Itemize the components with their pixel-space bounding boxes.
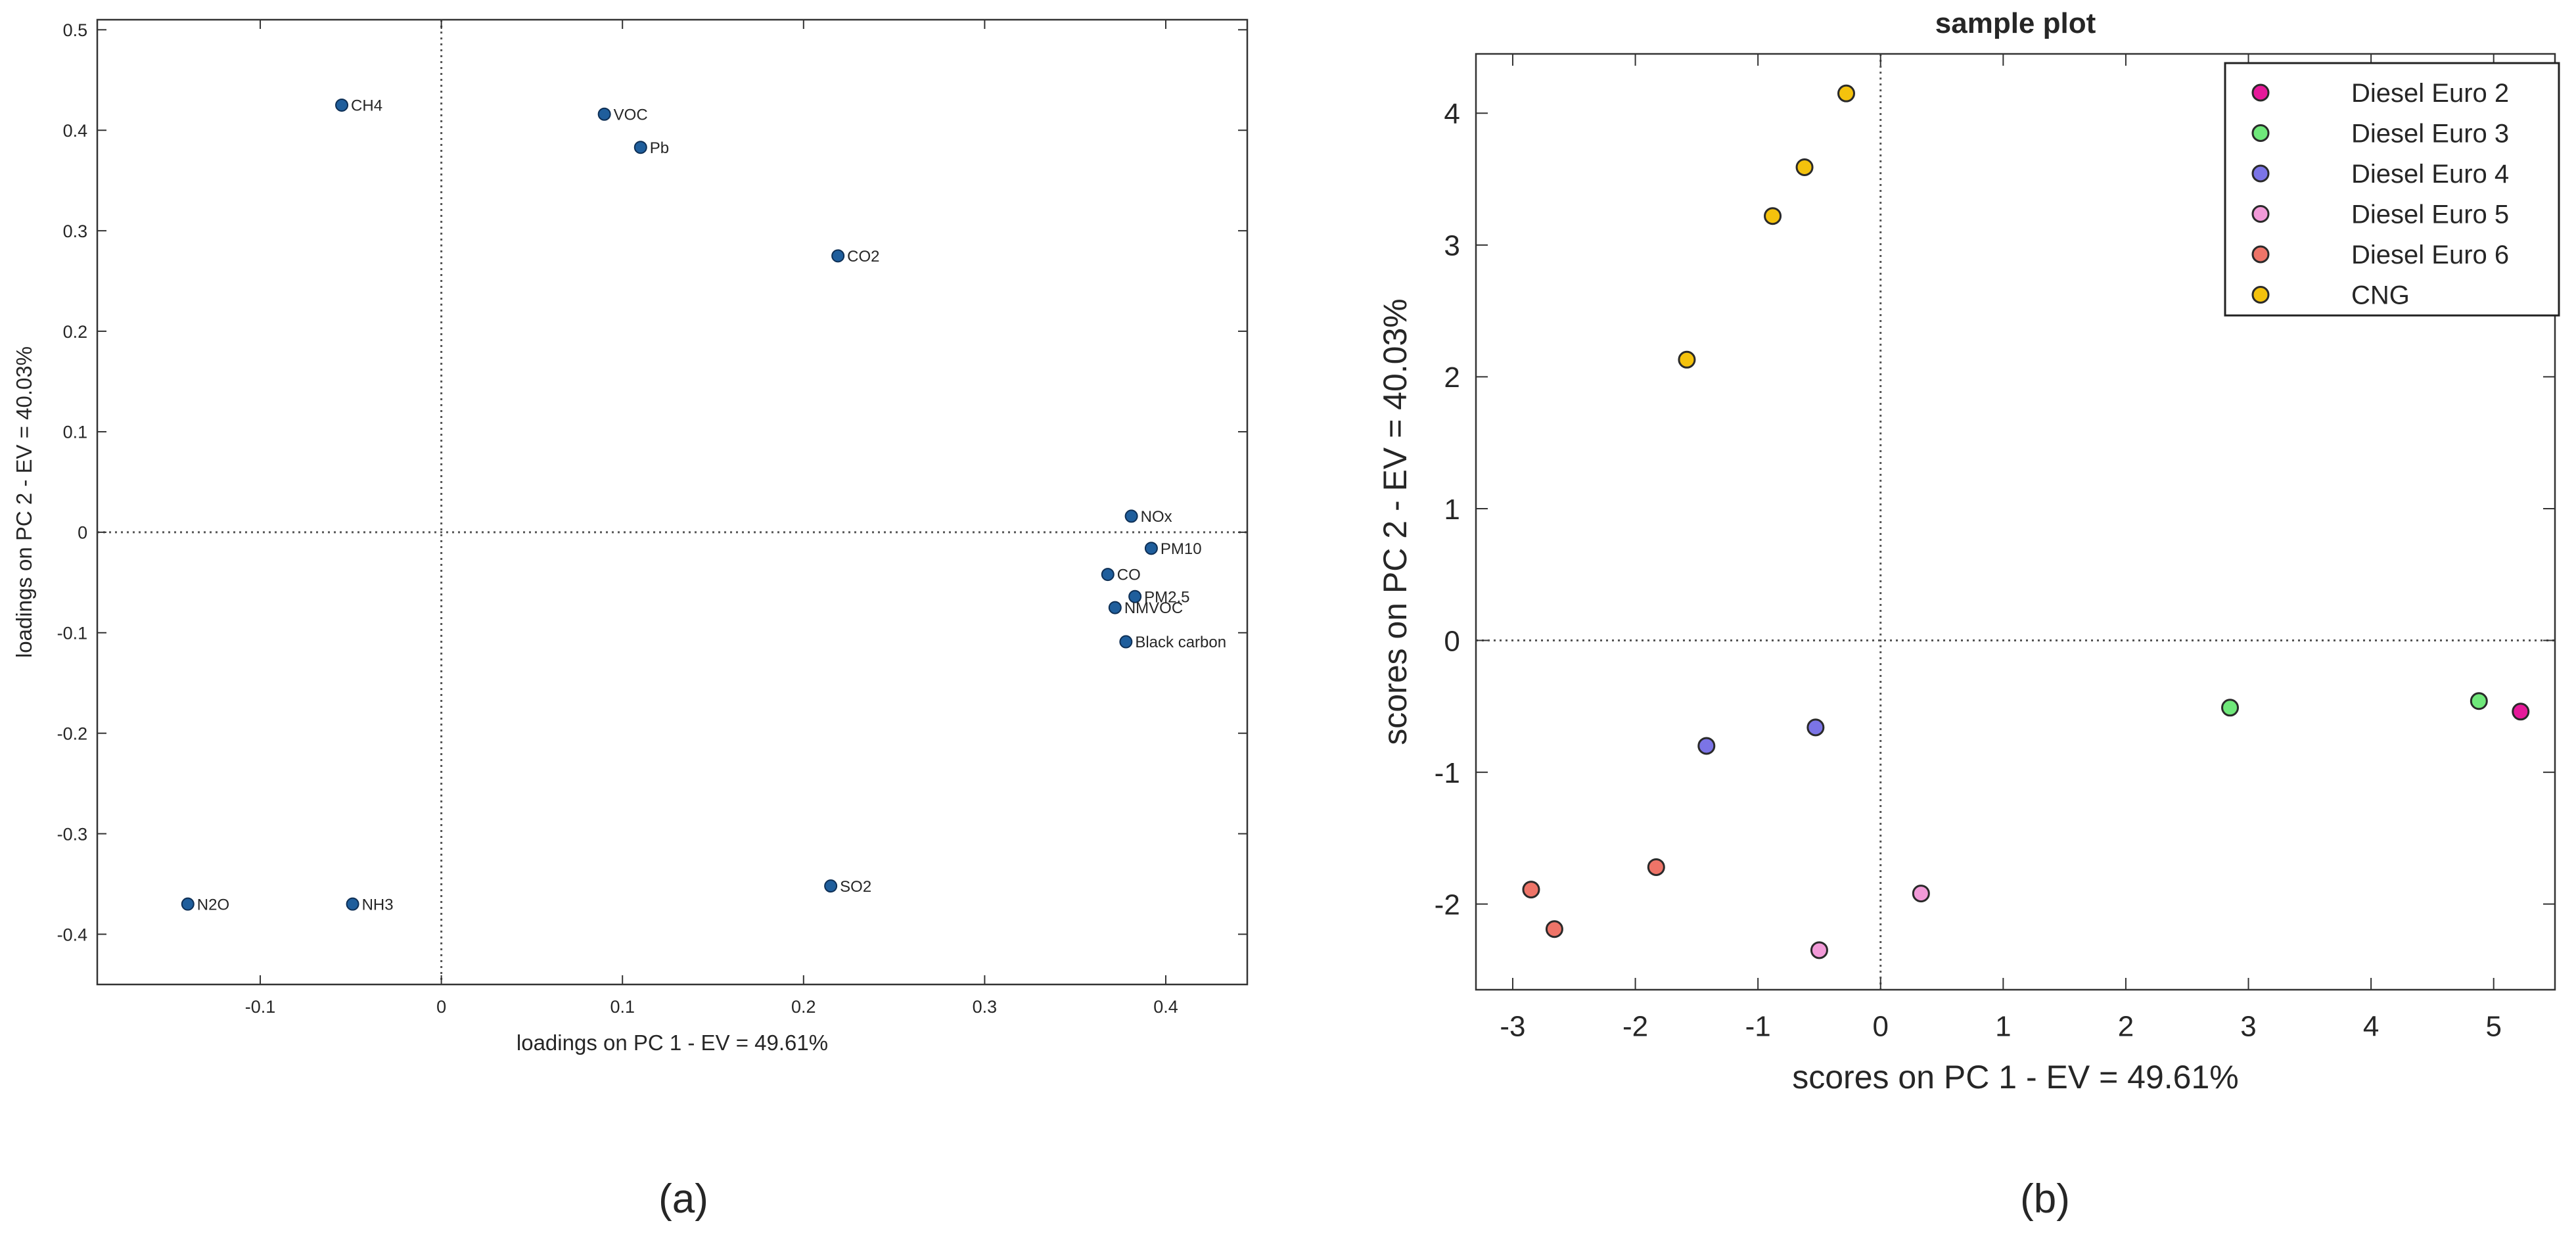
- point-diesel-euro-3: [2470, 692, 2488, 710]
- point-cng: [1795, 158, 1814, 176]
- point-cng: [1837, 84, 1856, 103]
- point-cng: [1764, 207, 1782, 225]
- y-tick-label-a: 0.5: [63, 20, 88, 40]
- chart-title-b: sample plot: [1935, 7, 2096, 39]
- x-tick-label-b: 5: [2485, 1010, 2501, 1042]
- y-axis-label-b: scores on PC 2 - EV = 40.03%: [1377, 298, 1414, 745]
- point-label-co2: CO2: [847, 248, 879, 266]
- x-axis-label-b: scores on PC 1 - EV = 49.61%: [1792, 1059, 2239, 1096]
- point-label-nh3: NH3: [362, 896, 394, 913]
- point-diesel-euro-4: [1697, 737, 1716, 755]
- legend-label-diesel-euro-6: Diesel Euro 6: [2351, 241, 2509, 269]
- point-diesel-euro-5: [1810, 941, 1828, 959]
- y-tick-label-b: 0: [1444, 625, 1460, 657]
- x-tick-label-b: 4: [2363, 1010, 2379, 1042]
- y-tick-label-a: 0: [78, 523, 87, 543]
- y-tick-label-b: 2: [1444, 361, 1460, 394]
- caption-a: (a): [658, 1176, 708, 1222]
- point-pm2-5: [1128, 589, 1142, 603]
- y-tick-label-a: 0.1: [63, 423, 88, 442]
- point-label-n2o: N2O: [197, 896, 229, 913]
- y-tick-label-a: -0.3: [57, 824, 88, 844]
- point-pb: [633, 141, 647, 154]
- point-n2o: [181, 897, 195, 911]
- point-label-co: CO: [1117, 566, 1141, 584]
- point-label-pm10: PM10: [1161, 540, 1202, 558]
- point-co: [1101, 568, 1115, 582]
- y-tick-label-b: -1: [1435, 757, 1460, 789]
- x-tick-label-b: -1: [1745, 1010, 1771, 1042]
- y-axis-label-a: loadings on PC 2 - EV = 40.03%: [12, 346, 36, 658]
- x-tick-label-a: -0.1: [245, 997, 276, 1017]
- point-nmvoc: [1108, 601, 1122, 614]
- loadings-plot: -0.1 0 0.1 0.2 0.3 0.4 -0.4 -0.3 -0.2 -0.1 0 0.1 0.2…: [12, 18, 1249, 1055]
- legend-marker-diesel-euro-6: [2251, 245, 2270, 264]
- point-ch4: [335, 98, 349, 112]
- point-black-carbon: [1119, 635, 1133, 649]
- x-tick-label-b: -3: [1500, 1010, 1525, 1042]
- x-tick-label-a: 0: [436, 997, 446, 1017]
- point-co2: [831, 249, 845, 263]
- x-tick-label-a: 0.2: [791, 997, 816, 1017]
- point-diesel-euro-6: [1647, 858, 1665, 876]
- legend-label-diesel-euro-5: Diesel Euro 5: [2351, 200, 2509, 229]
- x-tick-label-b: 0: [1873, 1010, 1889, 1042]
- point-voc: [597, 107, 611, 121]
- y-tick-label-b: 4: [1444, 98, 1460, 130]
- point-diesel-euro-6: [1522, 881, 1540, 899]
- point-diesel-euro-2: [2512, 703, 2530, 721]
- x-tick-label-a: 0.4: [1153, 997, 1178, 1017]
- y-tick-label-a: -0.4: [57, 925, 88, 944]
- point-label-voc: VOC: [614, 106, 648, 124]
- point-pm10: [1144, 542, 1158, 555]
- y-tick-label-b: 3: [1444, 230, 1460, 262]
- point-label-ch4: CH4: [351, 97, 382, 115]
- x-tick-label-a: 0.1: [610, 997, 635, 1017]
- x-axis-label-a: loadings on PC 1 - EV = 49.61%: [517, 1030, 828, 1055]
- y-tick-label-b: -2: [1435, 889, 1460, 921]
- point-nox: [1124, 509, 1138, 523]
- point-diesel-euro-5: [1912, 885, 1930, 903]
- y-tick-label-a: -0.1: [57, 624, 88, 643]
- y-tick-label-a: 0.2: [63, 322, 88, 342]
- legend-label-diesel-euro-2: Diesel Euro 2: [2351, 79, 2509, 108]
- point-so2: [824, 879, 838, 893]
- y-tick-label-a: 0.4: [63, 121, 88, 141]
- x-tick-label-b: 1: [1995, 1010, 2011, 1042]
- point-diesel-euro-4: [1806, 718, 1825, 737]
- point-diesel-euro-6: [1545, 920, 1563, 938]
- x-tick-label-b: -2: [1622, 1010, 1648, 1042]
- point-label-nox: NOx: [1141, 508, 1172, 526]
- point-label-nmvoc: NMVOC: [1124, 599, 1183, 617]
- point-label-pm2-5: PM2.5: [1144, 588, 1189, 606]
- point-cng: [1678, 350, 1696, 369]
- legend-marker-diesel-euro-2: [2251, 83, 2270, 102]
- caption-b: (b): [2020, 1176, 2070, 1222]
- legend-marker-diesel-euro-3: [2251, 124, 2270, 142]
- point-label-black-carbon: Black carbon: [1135, 634, 1226, 651]
- point-label-pb: Pb: [650, 139, 669, 157]
- legend-label-diesel-euro-4: Diesel Euro 4: [2351, 160, 2509, 189]
- y-tick-label-b: 1: [1444, 494, 1460, 526]
- x-tick-label-b: 3: [2240, 1010, 2256, 1042]
- point-diesel-euro-3: [2221, 699, 2240, 717]
- legend-marker-diesel-euro-4: [2251, 164, 2270, 183]
- legend-label-cng: CNG: [2351, 281, 2410, 310]
- point-nh3: [346, 897, 359, 911]
- y-tick-label-a: -0.2: [57, 724, 88, 743]
- legend-label-diesel-euro-3: Diesel Euro 3: [2351, 120, 2509, 149]
- x-tick-label-a: 0.3: [973, 997, 998, 1017]
- legend-marker-cng: [2251, 286, 2270, 304]
- legend-marker-diesel-euro-5: [2251, 205, 2270, 223]
- scores-plot: -3 -2 -1 0 1 2 3 4 5 -2 -1 0 1 2 3 4 scores on PC 1 - EV…: [1377, 7, 2560, 1096]
- legend: [2224, 62, 2560, 317]
- x-tick-label-b: 2: [2118, 1010, 2134, 1042]
- y-tick-label-a: 0.3: [63, 221, 88, 241]
- point-label-so2: SO2: [840, 878, 871, 896]
- plot-area-a: [96, 18, 1249, 986]
